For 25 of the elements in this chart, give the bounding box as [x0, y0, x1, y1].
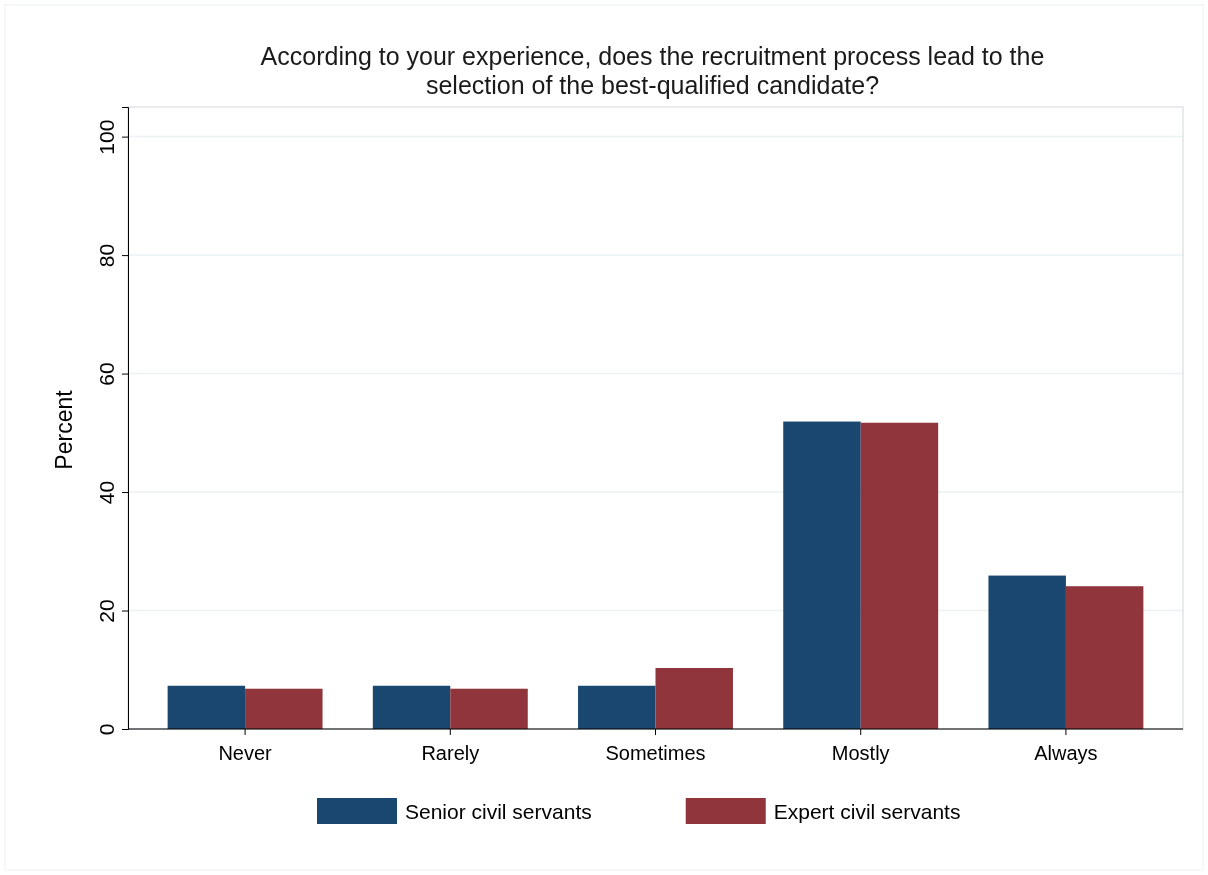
- y-tick-label: 60: [95, 362, 118, 386]
- legend-label: Senior civil servants: [405, 800, 592, 823]
- bar: [450, 688, 528, 729]
- y-tick-label: 80: [95, 243, 118, 268]
- bar: [860, 422, 939, 729]
- chart-title: According to your experience, does the recruitment process lead to the selection of the best-qualified candidate?: [260, 42, 1045, 99]
- bar: [783, 421, 861, 729]
- y-tick-label: 40: [95, 480, 118, 505]
- bar: [372, 685, 451, 729]
- x-tick-label: Rarely: [421, 742, 480, 764]
- x-tick-label: Never: [218, 742, 273, 764]
- y-tick-label: 0: [95, 723, 118, 736]
- x-tick-label: Sometimes: [605, 742, 706, 764]
- bar: [655, 667, 733, 729]
- y-tick-label: 100: [95, 119, 118, 155]
- x-tick-label: Mostly: [831, 742, 890, 764]
- bar: [1065, 586, 1144, 729]
- bar: [578, 685, 656, 729]
- bar: [245, 688, 323, 729]
- y-tick-label: 20: [95, 599, 118, 623]
- bar: [167, 685, 246, 729]
- x-tick-label: Always: [1034, 742, 1098, 764]
- legend-label: Expert civil servants: [773, 800, 961, 823]
- bar: [988, 575, 1066, 729]
- y-axis-title: Percent: [51, 389, 77, 470]
